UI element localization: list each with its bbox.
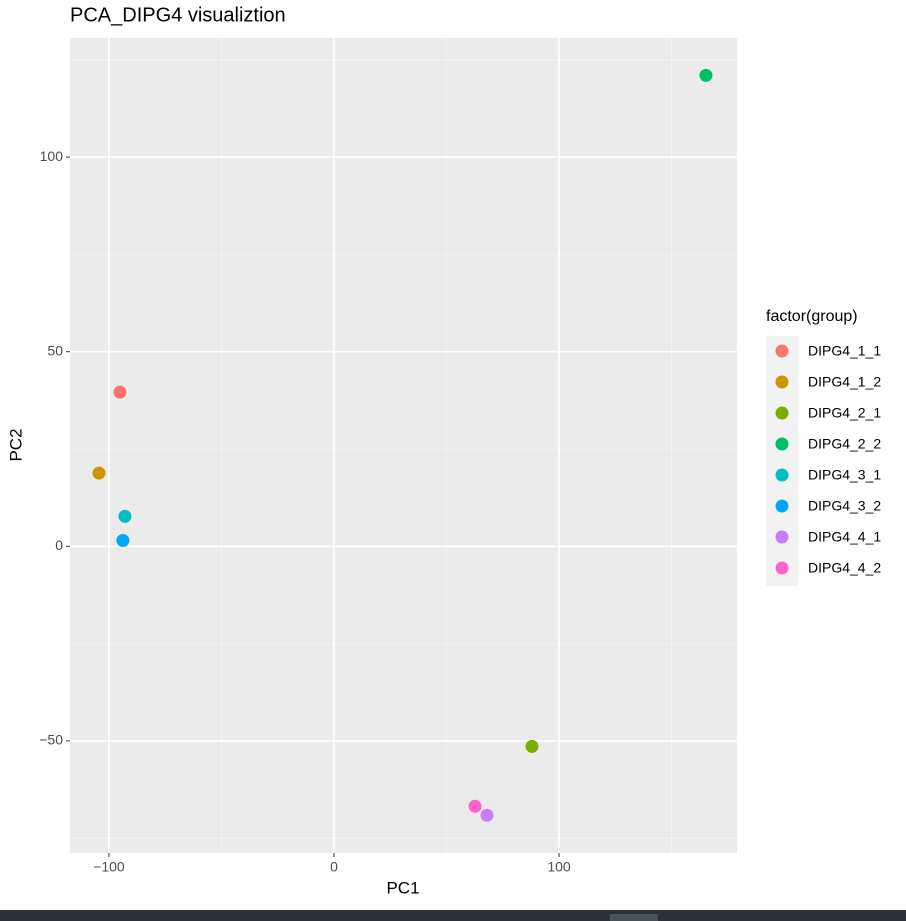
legend-key-background	[766, 336, 798, 586]
taskbar-item	[610, 914, 658, 921]
point	[525, 739, 539, 753]
legend-key	[775, 468, 789, 482]
legend-label: DIPG4_2_1	[808, 405, 881, 421]
legend-key	[775, 375, 789, 389]
x-tick-label: 0	[330, 859, 338, 875]
point	[480, 808, 494, 822]
taskbar	[0, 910, 906, 921]
point	[468, 799, 482, 813]
legend-key	[775, 406, 789, 420]
y-tick-label: −50	[39, 732, 63, 748]
legend-label: DIPG4_3_1	[808, 467, 881, 483]
point	[92, 466, 106, 480]
legend-key	[775, 530, 789, 544]
y-tick-label: 50	[47, 342, 63, 358]
legend-label: DIPG4_4_1	[808, 529, 881, 545]
legend-key	[775, 437, 789, 451]
x-axis-label: PC1	[386, 878, 419, 897]
legend-key	[775, 499, 789, 513]
legend-label: DIPG4_3_2	[808, 498, 881, 514]
legend-label: DIPG4_1_2	[808, 374, 881, 390]
y-axis-label: PC2	[6, 428, 25, 461]
point	[699, 68, 713, 82]
legend-key	[775, 561, 789, 575]
point	[113, 385, 127, 399]
plot-panel	[70, 38, 737, 853]
chart-title: PCA_DIPG4 visualiztion	[70, 4, 286, 26]
legend-label: DIPG4_4_2	[808, 560, 881, 576]
point	[116, 533, 130, 547]
legend-label: DIPG4_2_2	[808, 436, 881, 452]
x-tick-label: −100	[93, 859, 125, 875]
x-tick-label: 100	[547, 859, 571, 875]
y-tick-label: 100	[40, 148, 64, 164]
legend-label: DIPG4_1_1	[808, 343, 881, 359]
legend-key	[775, 344, 789, 358]
legend-title: factor(group)	[766, 308, 858, 325]
y-tick-label: 0	[55, 537, 63, 553]
point	[118, 509, 132, 523]
